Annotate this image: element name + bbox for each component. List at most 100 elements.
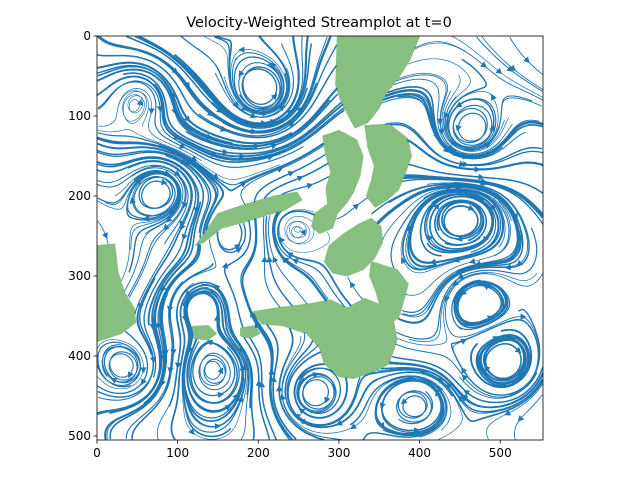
streamline-arrow bbox=[237, 396, 244, 403]
streamline-arrow bbox=[239, 181, 247, 188]
streamline bbox=[434, 199, 488, 246]
streamline bbox=[223, 220, 252, 328]
streamline bbox=[284, 340, 453, 429]
streamline-arrow bbox=[461, 374, 469, 381]
streamline bbox=[371, 369, 463, 440]
streamline bbox=[170, 284, 253, 440]
streamline bbox=[397, 95, 543, 158]
streamline bbox=[404, 174, 543, 216]
streamline-arrow bbox=[272, 256, 279, 264]
streamline-arrow bbox=[349, 281, 356, 289]
streamline bbox=[398, 182, 529, 323]
streamline bbox=[296, 367, 341, 414]
streamline-arrow bbox=[437, 385, 444, 393]
streamline bbox=[126, 36, 308, 129]
streamline bbox=[396, 390, 434, 425]
streamline-arrow bbox=[491, 93, 497, 101]
streamline bbox=[201, 283, 250, 440]
streamline-arrow bbox=[455, 124, 462, 132]
land-small-islet-mid bbox=[240, 325, 261, 339]
x-tick-label: 500 bbox=[489, 446, 512, 460]
streamline-arrow bbox=[486, 315, 494, 322]
streamline-arrow bbox=[484, 142, 491, 149]
streamline bbox=[212, 36, 304, 127]
streamline-arrow bbox=[268, 368, 275, 375]
streamline bbox=[198, 44, 338, 137]
streamline bbox=[408, 163, 543, 194]
streamline-arrow bbox=[478, 173, 485, 181]
streamline-arrow bbox=[239, 346, 246, 353]
land-central-cluster-east bbox=[364, 123, 413, 208]
streamline-arrow bbox=[193, 207, 200, 214]
streamline-arrow bbox=[278, 105, 285, 112]
streamline-arrow bbox=[179, 223, 186, 231]
streamline bbox=[243, 337, 271, 440]
streamline-arrow bbox=[298, 408, 306, 415]
streamline-arrow bbox=[474, 166, 481, 173]
streamline-arrow bbox=[287, 171, 295, 177]
streamline-arrow bbox=[167, 305, 174, 313]
streamline bbox=[135, 36, 312, 128]
streamline-arrow bbox=[239, 364, 246, 371]
streamline-arrow bbox=[457, 273, 465, 279]
streamline bbox=[198, 352, 231, 391]
land-layer bbox=[97, 36, 421, 379]
streamline bbox=[443, 74, 505, 151]
streamline bbox=[185, 93, 339, 150]
streamline bbox=[436, 200, 485, 242]
streamline bbox=[109, 244, 201, 440]
streamline-arrow bbox=[489, 204, 496, 211]
streamline bbox=[452, 104, 493, 146]
streamline-arrow bbox=[261, 120, 268, 127]
streamline bbox=[164, 239, 217, 394]
streamline-arrow bbox=[239, 153, 246, 160]
streamline bbox=[97, 201, 202, 415]
streamline bbox=[169, 87, 338, 148]
streamline bbox=[349, 375, 448, 440]
streamline bbox=[97, 65, 233, 144]
streamline bbox=[97, 171, 182, 220]
streamline bbox=[127, 165, 186, 297]
streamline-arrow bbox=[155, 323, 162, 330]
streamline-arrow bbox=[296, 106, 303, 114]
streamline bbox=[190, 342, 238, 404]
streamline-arrow bbox=[266, 256, 273, 263]
x-tick-label: 100 bbox=[166, 446, 189, 460]
streamline bbox=[122, 72, 343, 155]
streamline-arrow bbox=[414, 427, 421, 434]
streamline-arrow bbox=[300, 229, 306, 236]
streamline bbox=[377, 368, 520, 414]
streamline-arrow bbox=[401, 398, 408, 405]
streamline bbox=[253, 154, 326, 203]
streamline-arrow bbox=[165, 215, 173, 223]
streamline-arrow bbox=[461, 367, 468, 374]
streamline bbox=[406, 139, 543, 171]
streamline-arrow bbox=[270, 143, 278, 150]
streamline bbox=[173, 36, 300, 125]
streamline bbox=[380, 367, 543, 413]
streamline bbox=[451, 36, 543, 98]
streamline-arrow bbox=[254, 322, 261, 329]
streamline bbox=[293, 363, 348, 419]
x-tick-label: 200 bbox=[247, 446, 270, 460]
streamline-arrow bbox=[517, 368, 524, 376]
streamline bbox=[479, 335, 530, 385]
streamline-arrow bbox=[253, 142, 260, 150]
streamline-arrow bbox=[480, 61, 487, 68]
streamline bbox=[286, 345, 361, 426]
streamline-arrow bbox=[102, 232, 108, 239]
streamline bbox=[143, 244, 199, 404]
streamline bbox=[376, 184, 520, 272]
streamline-arrow bbox=[276, 385, 283, 392]
streamline-arrow bbox=[350, 423, 357, 430]
streamline-arrow bbox=[306, 182, 314, 190]
streamline-arrow bbox=[141, 378, 147, 386]
streamline bbox=[389, 362, 543, 409]
streamline-arrow bbox=[136, 99, 144, 106]
streamline-arrow bbox=[258, 381, 266, 388]
streamline-arrow bbox=[238, 46, 245, 53]
streamline-arrow bbox=[324, 396, 331, 404]
land-central-island-west bbox=[310, 129, 364, 235]
streamline bbox=[476, 36, 543, 92]
streamline-arrow bbox=[401, 257, 407, 265]
